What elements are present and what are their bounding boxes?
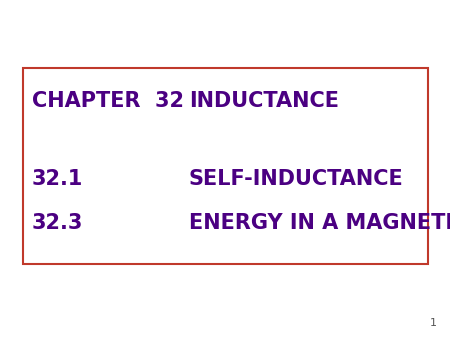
Text: CHAPTER  32: CHAPTER 32	[32, 91, 184, 112]
Text: 32.3: 32.3	[32, 213, 83, 233]
Text: INDUCTANCE: INDUCTANCE	[189, 91, 339, 112]
Text: 1: 1	[429, 318, 436, 328]
Text: SELF-INDUCTANCE: SELF-INDUCTANCE	[189, 169, 404, 189]
Text: 32.1: 32.1	[32, 169, 83, 189]
Text: ENERGY IN A MAGNETIC FIELD: ENERGY IN A MAGNETIC FIELD	[189, 213, 450, 233]
